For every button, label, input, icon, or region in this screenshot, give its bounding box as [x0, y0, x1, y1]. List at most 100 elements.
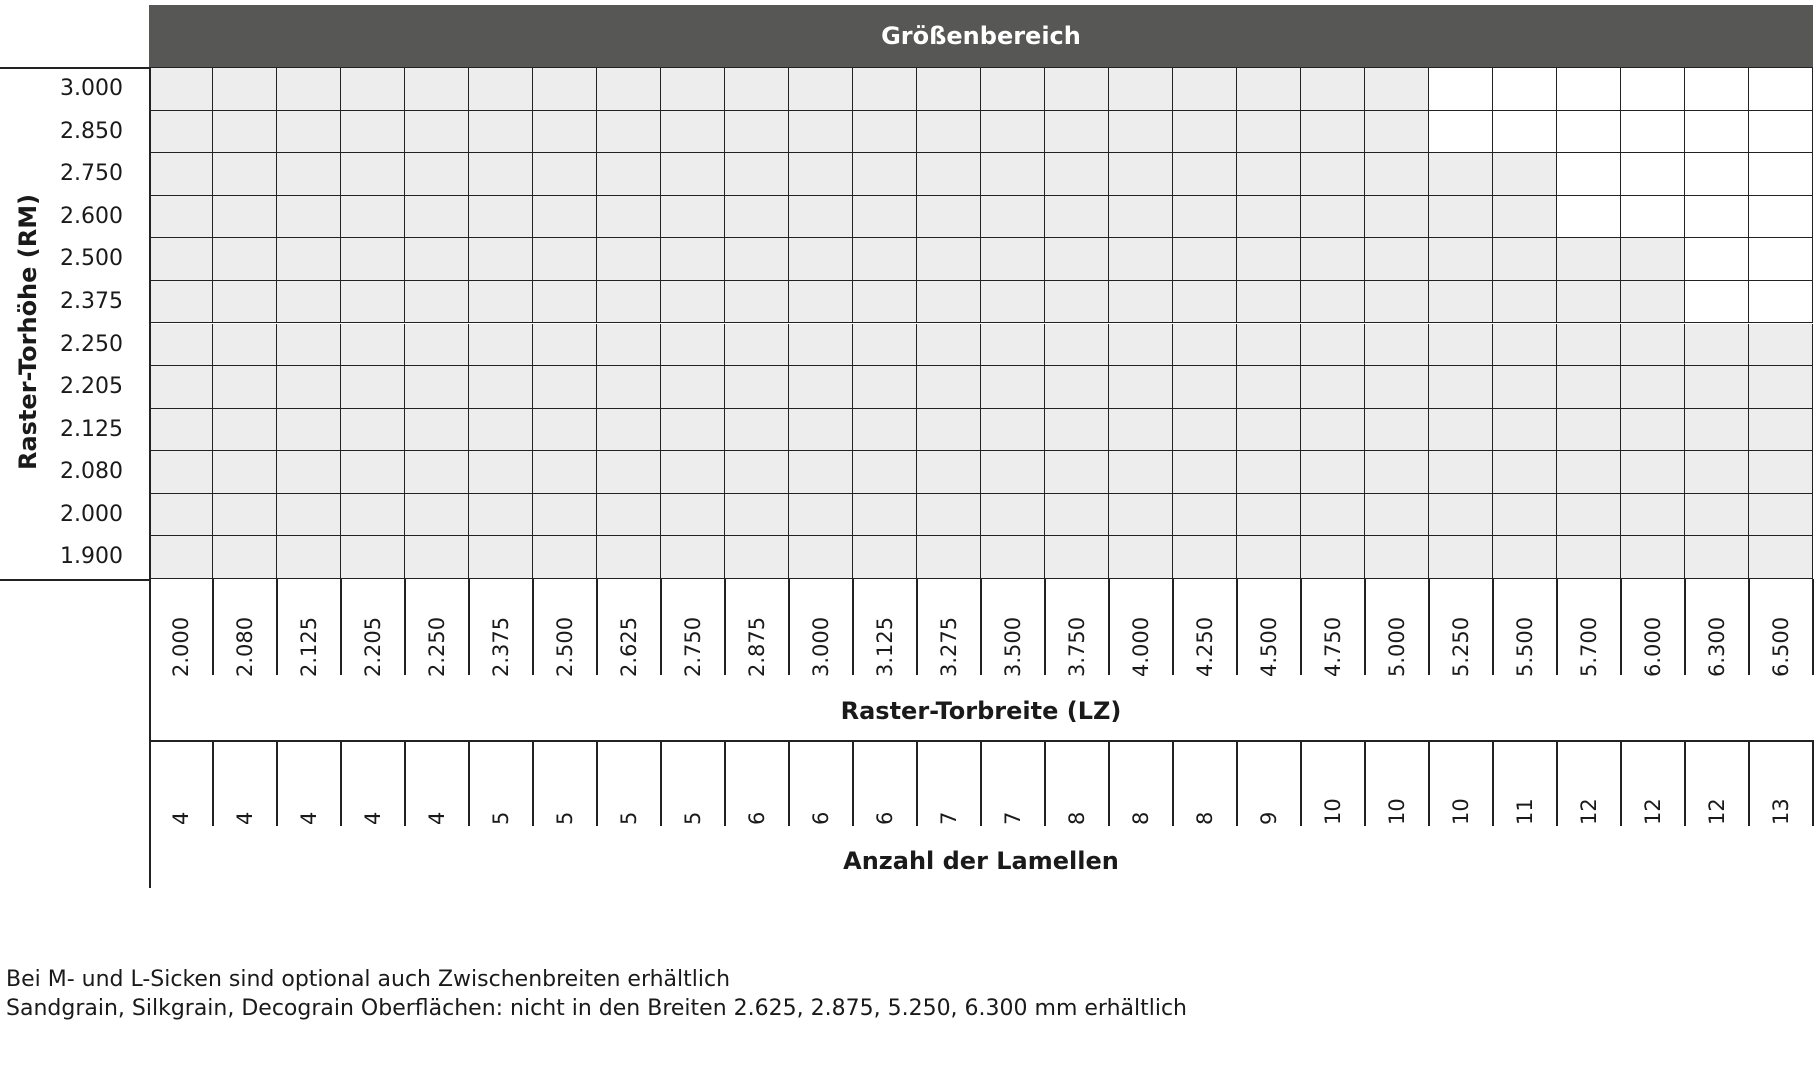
cell-available	[725, 408, 789, 452]
lamellen-label: 11	[1513, 798, 1537, 825]
cell-available	[341, 195, 405, 239]
cell-available	[469, 280, 533, 324]
cell-available	[917, 323, 981, 367]
cell-unavailable	[1685, 153, 1749, 196]
cell-available	[469, 68, 533, 111]
width-label: 2.750	[681, 616, 705, 677]
cell-available	[789, 323, 853, 367]
grid-line	[1364, 579, 1366, 675]
cell-available	[789, 153, 853, 196]
grid-line	[724, 740, 726, 826]
cell-available	[1045, 493, 1109, 537]
cell-available	[789, 280, 853, 324]
grid-line	[468, 579, 470, 675]
height-label: 2.850	[60, 118, 123, 144]
cell-available	[1045, 110, 1109, 154]
cell-available	[725, 195, 789, 239]
cell-available	[1173, 493, 1237, 537]
width-label: 2.625	[617, 616, 641, 677]
cell-available	[405, 68, 469, 111]
grid-line	[532, 740, 534, 826]
cell-available	[1429, 536, 1493, 579]
cell-unavailable	[1493, 68, 1557, 111]
cell-unavailable	[1621, 110, 1685, 154]
cell-available	[149, 408, 213, 452]
cell-available	[1173, 110, 1237, 154]
cell-available	[1621, 238, 1685, 281]
cell-available	[341, 280, 405, 324]
cell-available	[917, 68, 981, 111]
cell-available	[725, 366, 789, 409]
cell-available	[981, 110, 1045, 154]
cell-available	[1493, 451, 1557, 494]
cell-available	[1109, 110, 1173, 154]
cell-available	[1173, 238, 1237, 281]
cell-unavailable	[1621, 195, 1685, 239]
grid-line	[276, 740, 278, 826]
cell-available	[1749, 366, 1813, 409]
cell-available	[1045, 451, 1109, 494]
width-label: 5.000	[1385, 616, 1409, 677]
cell-available	[1301, 366, 1365, 409]
cell-available	[405, 493, 469, 537]
cell-available	[341, 451, 405, 494]
cell-available	[1301, 451, 1365, 494]
cell-available	[1621, 280, 1685, 324]
lamellen-label: 10	[1385, 798, 1409, 825]
cell-available	[1621, 451, 1685, 494]
cell-available	[469, 536, 533, 579]
cell-available	[597, 153, 661, 196]
cell-available	[789, 366, 853, 409]
cell-available	[1493, 238, 1557, 281]
grid-line	[149, 740, 1813, 742]
cell-available	[1237, 280, 1301, 324]
cell-available	[1109, 408, 1173, 452]
height-label: 2.125	[60, 416, 123, 442]
cell-available	[213, 280, 277, 324]
cell-available	[789, 238, 853, 281]
grid-line	[1236, 740, 1238, 826]
cell-available	[853, 68, 917, 111]
cell-available	[1045, 536, 1109, 579]
grid-line	[1300, 740, 1302, 826]
width-label: 2.000	[169, 616, 193, 677]
cell-available	[1493, 493, 1557, 537]
cell-available	[405, 451, 469, 494]
cell-available	[661, 280, 725, 324]
grid-line	[660, 579, 662, 675]
lamellen-label: 6	[745, 811, 769, 825]
grid-line	[788, 579, 790, 675]
y-axis-title: Raster-Torhöhe (RM)	[14, 193, 42, 470]
cell-available	[1045, 366, 1109, 409]
lamellen-label: 5	[681, 811, 705, 825]
cell-available	[1749, 323, 1813, 367]
cell-available	[1301, 195, 1365, 239]
cell-available	[1365, 366, 1429, 409]
cell-available	[533, 451, 597, 494]
cell-available	[1621, 323, 1685, 367]
cell-available	[981, 451, 1045, 494]
cell-unavailable	[1557, 68, 1621, 111]
cell-available	[1365, 68, 1429, 111]
cell-available	[1685, 366, 1749, 409]
cell-available	[1109, 366, 1173, 409]
cell-available	[1173, 366, 1237, 409]
height-label: 2.250	[60, 331, 123, 357]
cell-available	[597, 451, 661, 494]
cell-available	[1429, 323, 1493, 367]
cell-available	[661, 408, 725, 452]
lamellen-axis-title: Anzahl der Lamellen	[843, 847, 1119, 875]
width-label: 2.250	[425, 616, 449, 677]
cell-available	[1237, 366, 1301, 409]
cell-available	[277, 280, 341, 324]
cell-available	[1237, 153, 1301, 196]
cell-available	[533, 110, 597, 154]
cell-available	[149, 451, 213, 494]
cell-available	[597, 536, 661, 579]
lamellen-label: 10	[1321, 798, 1345, 825]
height-label: 2.600	[60, 203, 123, 229]
height-label: 2.080	[60, 459, 123, 485]
cell-available	[1493, 280, 1557, 324]
cell-available	[917, 451, 981, 494]
cell-available	[341, 110, 405, 154]
